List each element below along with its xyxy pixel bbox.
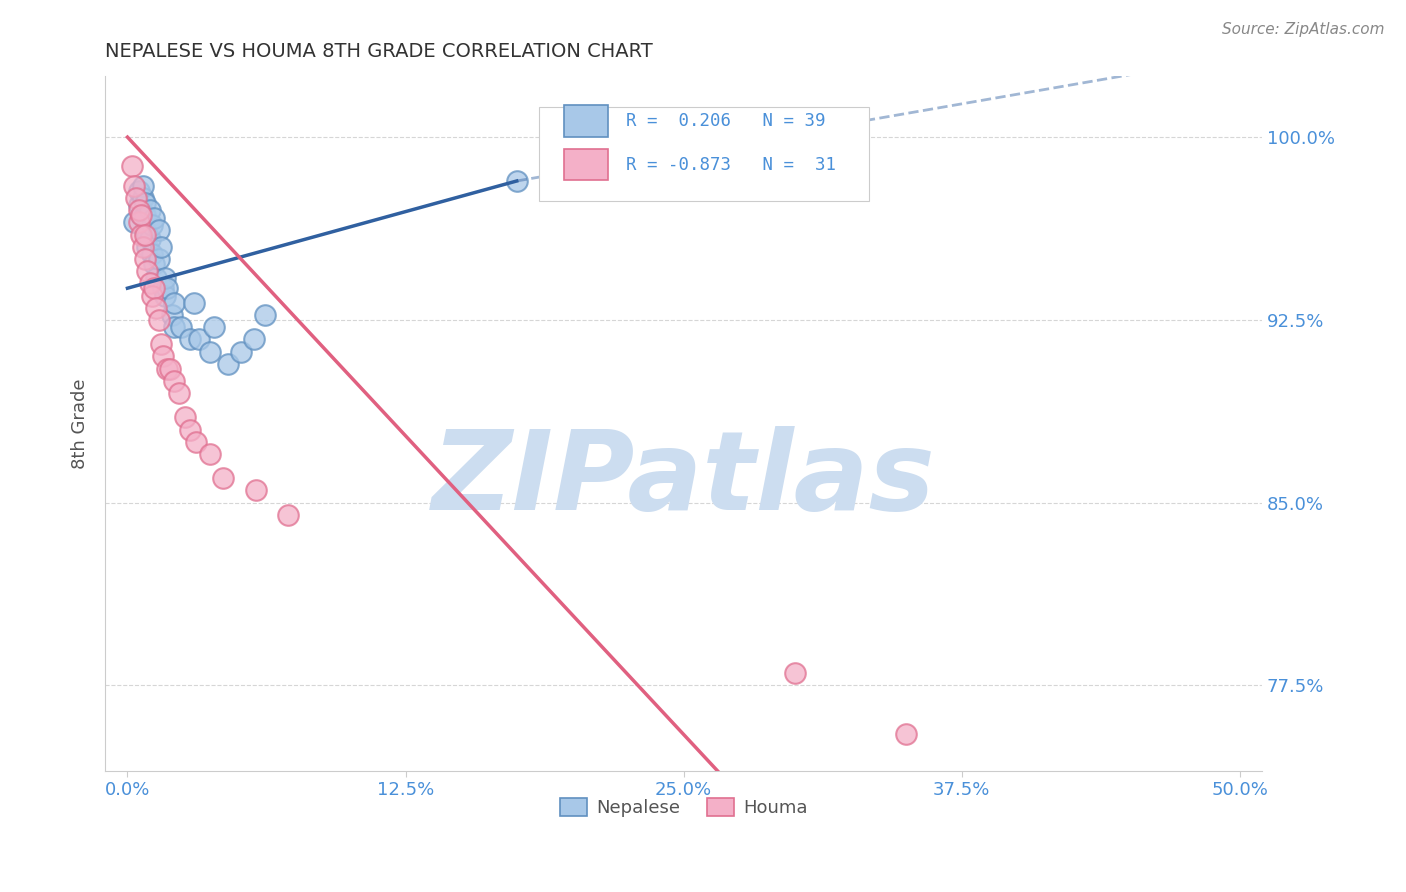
Text: Source: ZipAtlas.com: Source: ZipAtlas.com bbox=[1222, 22, 1385, 37]
Point bbox=[198, 344, 221, 359]
Text: R =  0.206   N = 39: R = 0.206 N = 39 bbox=[626, 112, 825, 130]
Point bbox=[141, 288, 163, 302]
Point bbox=[163, 320, 186, 334]
Point bbox=[134, 208, 156, 222]
Point bbox=[129, 208, 152, 222]
FancyBboxPatch shape bbox=[538, 107, 869, 202]
Text: NEPALESE VS HOUMA 8TH GRADE CORRELATION CHART: NEPALESE VS HOUMA 8TH GRADE CORRELATION … bbox=[105, 42, 652, 61]
Point bbox=[198, 447, 221, 461]
Point bbox=[156, 281, 179, 295]
Point bbox=[186, 434, 208, 449]
Point bbox=[183, 295, 205, 310]
Point bbox=[125, 191, 148, 205]
Point bbox=[167, 386, 190, 401]
Point bbox=[141, 247, 163, 261]
Point bbox=[506, 174, 529, 188]
Point bbox=[145, 301, 167, 315]
Point bbox=[122, 178, 145, 193]
Point bbox=[138, 277, 160, 291]
Point bbox=[143, 211, 166, 225]
Point bbox=[141, 218, 163, 232]
Point bbox=[159, 361, 181, 376]
Point bbox=[187, 332, 209, 346]
Point bbox=[148, 313, 170, 327]
Point bbox=[129, 208, 152, 222]
Point bbox=[138, 232, 160, 246]
Y-axis label: 8th Grade: 8th Grade bbox=[72, 378, 89, 468]
Point bbox=[174, 410, 197, 425]
Point bbox=[128, 184, 150, 198]
Point bbox=[163, 295, 186, 310]
Point bbox=[202, 320, 225, 334]
Point bbox=[254, 308, 277, 322]
Point bbox=[152, 281, 174, 295]
Point bbox=[134, 195, 156, 210]
Point bbox=[148, 223, 170, 237]
Point bbox=[212, 471, 235, 485]
Point bbox=[179, 423, 201, 437]
Point bbox=[143, 281, 166, 295]
Text: R = -0.873   N =  31: R = -0.873 N = 31 bbox=[626, 156, 835, 174]
Point bbox=[155, 288, 177, 302]
Point bbox=[128, 203, 150, 218]
Point bbox=[143, 257, 166, 271]
Point bbox=[136, 264, 159, 278]
Point bbox=[134, 252, 156, 266]
Point bbox=[152, 350, 174, 364]
Point bbox=[136, 227, 159, 242]
Point bbox=[894, 727, 917, 741]
Point bbox=[148, 252, 170, 266]
Point bbox=[145, 271, 167, 285]
Point bbox=[170, 320, 193, 334]
Point bbox=[229, 344, 252, 359]
Point bbox=[217, 357, 239, 371]
Point bbox=[277, 508, 299, 522]
Point bbox=[138, 203, 160, 218]
Point bbox=[156, 361, 179, 376]
Point bbox=[122, 215, 145, 229]
Bar bbox=[564, 105, 609, 136]
Point bbox=[129, 227, 152, 242]
Point bbox=[179, 332, 201, 346]
Point bbox=[134, 227, 156, 242]
Point bbox=[132, 178, 155, 193]
Point bbox=[134, 223, 156, 237]
Point bbox=[243, 332, 266, 346]
Point bbox=[160, 308, 183, 322]
Point bbox=[149, 337, 172, 351]
Legend: Nepalese, Houma: Nepalese, Houma bbox=[553, 790, 814, 824]
Text: ZIPatlas: ZIPatlas bbox=[432, 425, 935, 533]
Point bbox=[132, 191, 155, 205]
Point bbox=[121, 160, 143, 174]
Point bbox=[136, 240, 159, 254]
Point bbox=[149, 240, 172, 254]
Point bbox=[128, 198, 150, 212]
Bar bbox=[564, 149, 609, 180]
Point bbox=[132, 240, 155, 254]
Point bbox=[155, 271, 177, 285]
Point bbox=[783, 666, 806, 681]
Point bbox=[245, 483, 267, 498]
Point bbox=[128, 215, 150, 229]
Point bbox=[163, 374, 186, 388]
